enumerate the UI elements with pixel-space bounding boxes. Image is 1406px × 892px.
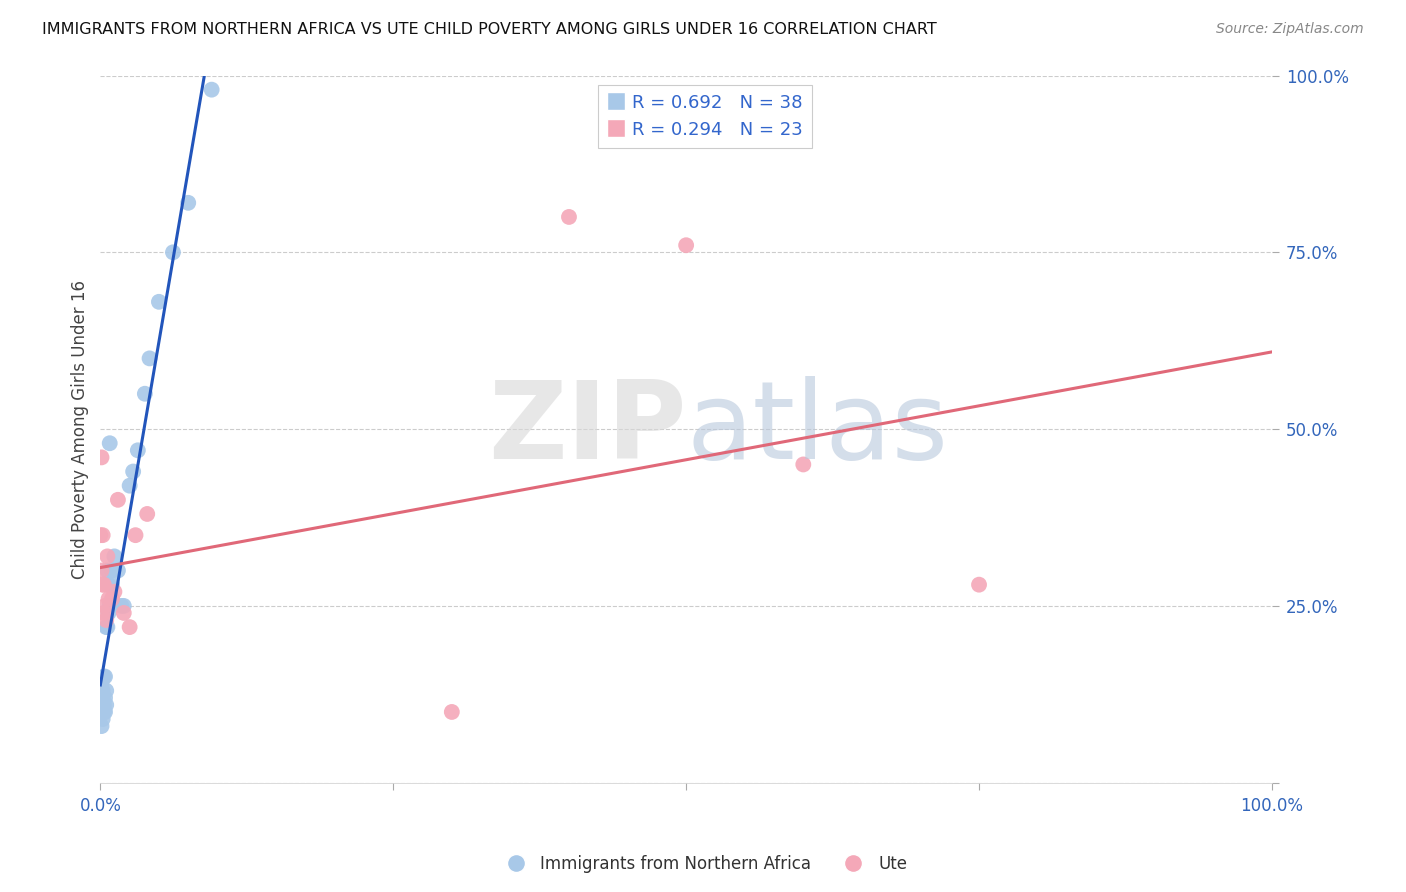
Point bbox=[89, 528, 111, 542]
Point bbox=[101, 564, 124, 578]
Point bbox=[107, 492, 129, 507]
Point bbox=[91, 690, 114, 705]
Point bbox=[94, 705, 117, 719]
Point bbox=[90, 564, 112, 578]
Point bbox=[91, 577, 114, 591]
Legend: Immigrants from Northern Africa, Ute: Immigrants from Northern Africa, Ute bbox=[492, 848, 914, 880]
Point bbox=[118, 478, 141, 492]
Point bbox=[93, 606, 115, 620]
Point bbox=[93, 670, 115, 684]
Point bbox=[96, 613, 118, 627]
Point bbox=[967, 577, 990, 591]
Point bbox=[98, 436, 121, 450]
Point bbox=[107, 564, 129, 578]
Point bbox=[90, 698, 112, 712]
Point bbox=[101, 591, 124, 606]
Point bbox=[97, 577, 120, 591]
Point bbox=[96, 683, 118, 698]
Point bbox=[792, 458, 814, 472]
Point bbox=[127, 443, 149, 458]
Point bbox=[93, 698, 115, 712]
Text: atlas: atlas bbox=[686, 376, 948, 482]
Point bbox=[93, 577, 115, 591]
Point bbox=[97, 606, 120, 620]
Point bbox=[90, 676, 112, 690]
Point bbox=[118, 620, 141, 634]
Point bbox=[91, 683, 114, 698]
Point bbox=[558, 210, 581, 224]
Point bbox=[675, 238, 697, 252]
Point bbox=[90, 450, 112, 465]
Point bbox=[162, 245, 184, 260]
Point bbox=[138, 351, 160, 366]
Point bbox=[101, 577, 124, 591]
Point bbox=[112, 606, 135, 620]
Point bbox=[136, 507, 159, 521]
Y-axis label: Child Poverty Among Girls Under 16: Child Poverty Among Girls Under 16 bbox=[72, 279, 89, 579]
Point bbox=[103, 549, 125, 564]
Point bbox=[148, 294, 170, 309]
Point bbox=[98, 599, 121, 613]
Point bbox=[134, 386, 156, 401]
Point bbox=[96, 620, 118, 634]
Point bbox=[91, 528, 114, 542]
Point bbox=[90, 705, 112, 719]
Point bbox=[103, 584, 125, 599]
Point bbox=[96, 564, 118, 578]
Point bbox=[440, 705, 463, 719]
Point bbox=[201, 83, 224, 97]
Point bbox=[89, 683, 111, 698]
Point bbox=[90, 719, 112, 733]
Point bbox=[122, 465, 145, 479]
Text: Source: ZipAtlas.com: Source: ZipAtlas.com bbox=[1216, 22, 1364, 37]
Text: ZIP: ZIP bbox=[488, 376, 686, 482]
Point bbox=[91, 712, 114, 726]
Point bbox=[96, 620, 118, 634]
Point bbox=[94, 599, 117, 613]
Point bbox=[110, 599, 132, 613]
Point bbox=[177, 195, 200, 210]
Point bbox=[97, 591, 120, 606]
Legend: R = 0.692   N = 38, R = 0.294   N = 23: R = 0.692 N = 38, R = 0.294 N = 23 bbox=[598, 85, 811, 148]
Point bbox=[124, 528, 146, 542]
Text: IMMIGRANTS FROM NORTHERN AFRICA VS UTE CHILD POVERTY AMONG GIRLS UNDER 16 CORREL: IMMIGRANTS FROM NORTHERN AFRICA VS UTE C… bbox=[42, 22, 936, 37]
Point bbox=[96, 698, 118, 712]
Point bbox=[112, 599, 135, 613]
Point bbox=[94, 670, 117, 684]
Point bbox=[93, 705, 115, 719]
Point bbox=[96, 549, 118, 564]
Point bbox=[94, 690, 117, 705]
